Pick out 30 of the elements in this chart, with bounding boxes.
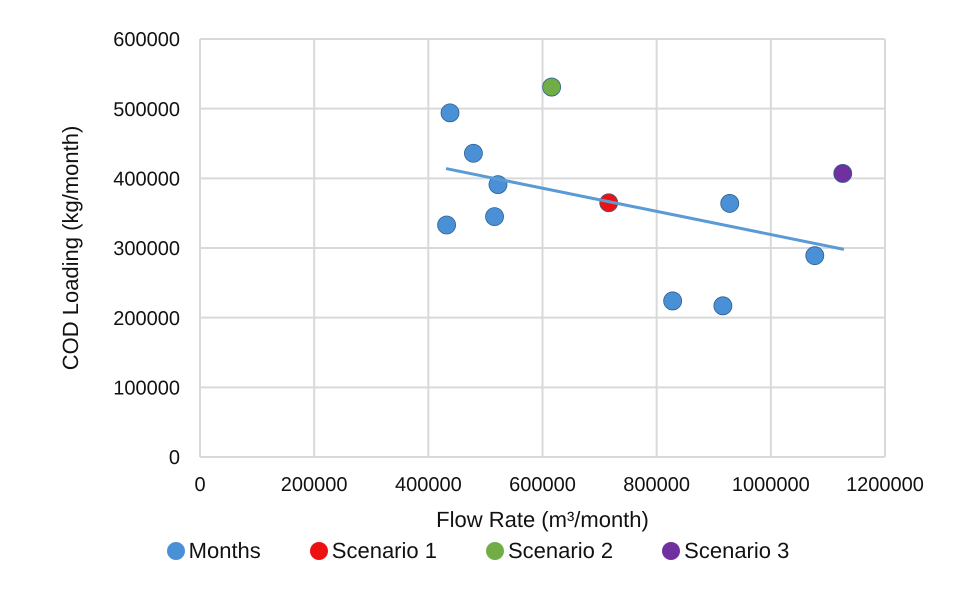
y-tick-label: 300000 [113, 238, 180, 260]
y-tick-label: 0 [168, 447, 180, 470]
point [437, 216, 456, 234]
legend-label: Scenario 2 [506, 538, 614, 564]
y-tick-label: 600000 [113, 29, 180, 52]
x-tick-label: 800000 [623, 474, 690, 496]
point [464, 144, 483, 163]
x-axis-title: Flow Rate (m³/month) [436, 507, 649, 532]
y-axis-title: COD Loading (kg/month) [58, 126, 83, 370]
point [833, 164, 852, 183]
y-tick-label: 500000 [113, 98, 180, 121]
y-tick-label: 200000 [113, 308, 180, 330]
y-tick-label: 100000 [113, 377, 180, 400]
y-tick-label: 400000 [113, 168, 180, 190]
legend-label: Scenario 3 [683, 538, 790, 564]
point [663, 292, 682, 310]
point [440, 103, 460, 122]
x-tick-label: 1200000 [846, 474, 924, 496]
point [805, 246, 824, 266]
point [485, 207, 504, 226]
point [720, 194, 740, 213]
x-tick-label: 1000000 [732, 474, 810, 496]
point [542, 78, 562, 96]
legend-label: Months [188, 538, 261, 564]
x-tick-label: 0 [194, 474, 206, 496]
x-tick-label: 600000 [509, 474, 576, 496]
legend-label: Scenario 1 [330, 538, 437, 564]
x-tick-label: 200000 [280, 474, 348, 496]
point [713, 296, 732, 316]
x-tick-label: 400000 [394, 474, 462, 496]
